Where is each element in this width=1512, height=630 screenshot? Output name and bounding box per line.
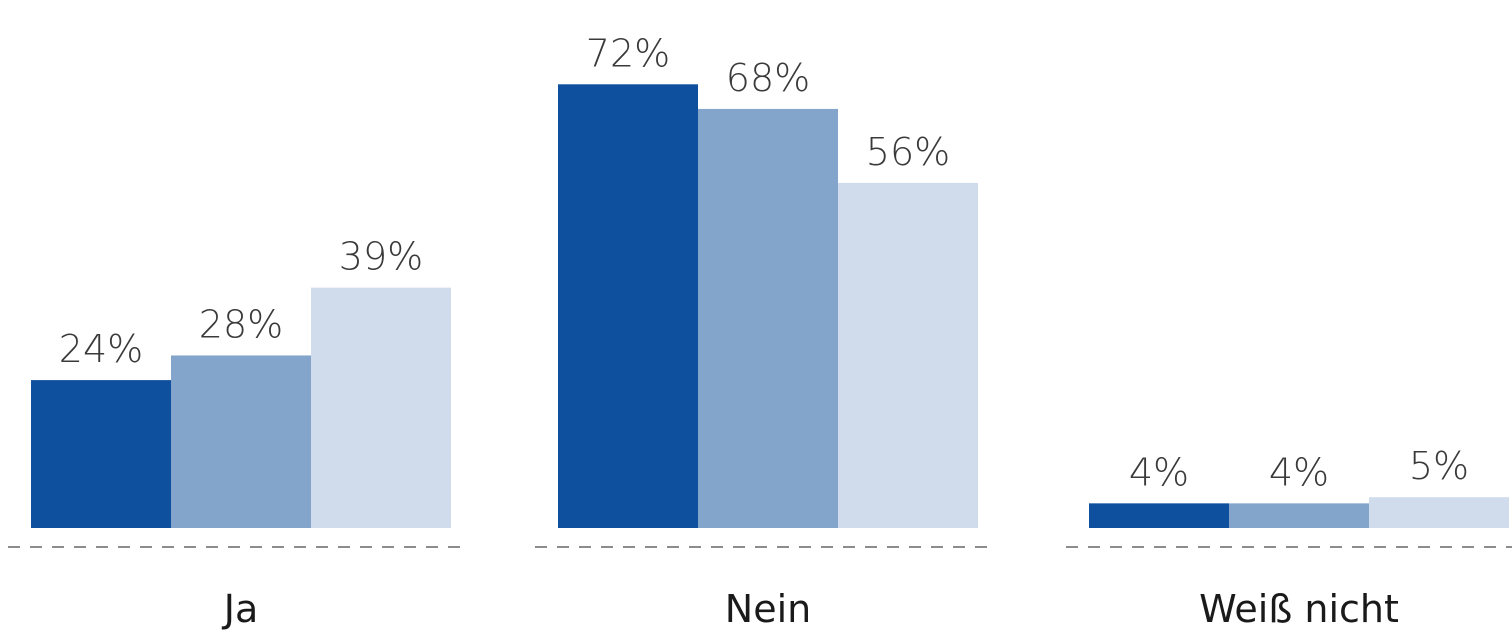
bar — [1229, 503, 1369, 528]
bar — [1369, 497, 1509, 528]
value-label: 72% — [586, 31, 670, 75]
bar — [1089, 503, 1229, 528]
value-label: 68% — [726, 56, 810, 100]
bar — [31, 380, 171, 528]
value-label: 4% — [1269, 450, 1329, 494]
bar — [698, 108, 838, 528]
value-label: 28% — [199, 302, 283, 346]
bar — [558, 84, 698, 529]
bar — [311, 287, 451, 528]
bar — [838, 182, 978, 528]
value-label: 4% — [1129, 450, 1189, 494]
category-label: Ja — [222, 587, 259, 630]
category-label: Weiß nicht — [1199, 587, 1399, 630]
value-label: 24% — [59, 327, 143, 371]
bar — [171, 355, 311, 528]
category-label: Nein — [725, 587, 811, 630]
value-label: 5% — [1409, 444, 1469, 488]
value-label: 56% — [866, 130, 950, 174]
value-label: 39% — [339, 235, 423, 279]
